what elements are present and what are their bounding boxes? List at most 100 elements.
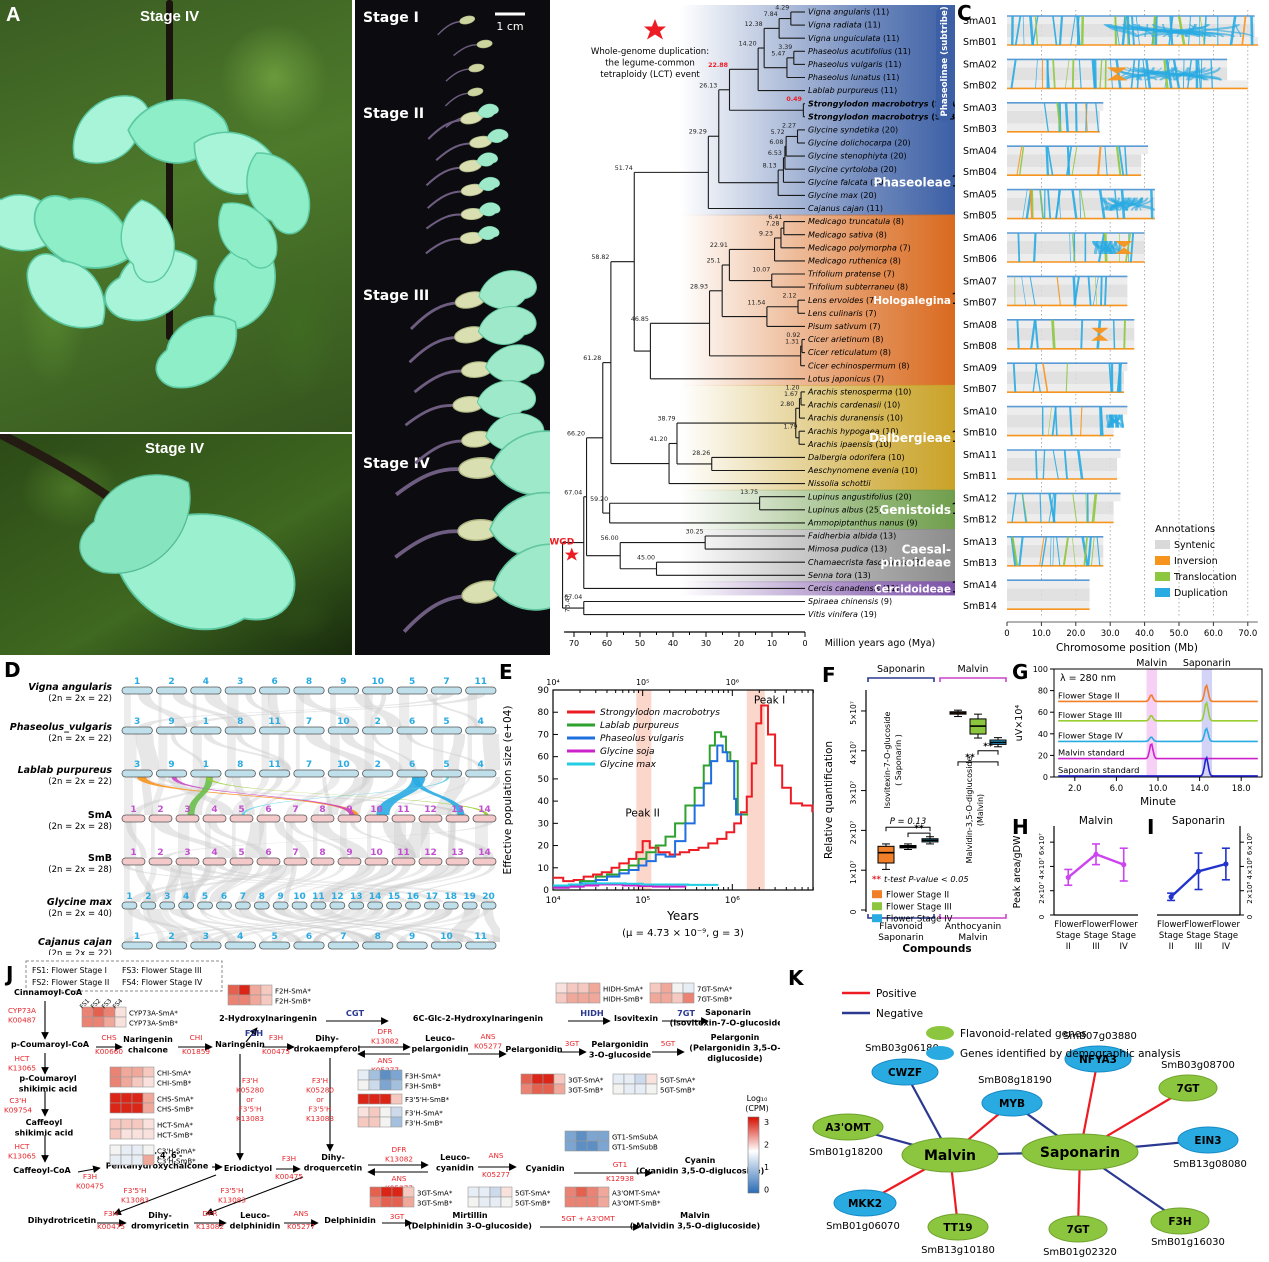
chromosome-number: 5 — [238, 848, 244, 858]
legend-item-label: Lablab purpureus — [600, 721, 679, 731]
wgd-annotation: Whole-genome duplication: — [591, 47, 709, 57]
species-label: Glycine max (20) — [808, 191, 877, 200]
chrom-label: SmB12 — [963, 514, 997, 525]
compound-rot-label: Malvidin-3,5-O-diglucoside — [965, 757, 974, 864]
flower-item — [445, 63, 485, 82]
chromosome-pair-SmA11 — [1007, 449, 1121, 480]
chromosome-number: 10 — [337, 717, 350, 727]
panel-letter-e: E — [499, 660, 513, 684]
x-tick-label: Stage — [1111, 931, 1136, 941]
compound-cyn: (Cyanidin 3,5-O-diglucoside) — [636, 1167, 764, 1176]
subtribe-label: Phaseolinae (subtribe) — [940, 6, 950, 116]
enzyme-label: K05280 — [306, 1086, 334, 1095]
species-label: Aeschynomene evenia (10) — [807, 466, 918, 475]
chart-title: Saponarin — [1172, 815, 1225, 827]
trace-flower-stage-ii — [1058, 683, 1258, 703]
peak-band — [636, 690, 652, 890]
x-tick-label: IV — [1222, 942, 1231, 952]
x-axis-label: Minute — [1140, 796, 1176, 808]
gene-node-malvin: Malvin — [901, 1137, 999, 1173]
heatmap-row-label: CHS-SmA* — [157, 1096, 194, 1104]
compound-dht: Dihydrotricetin — [28, 1216, 97, 1225]
species-name: Lablab purpureus — [18, 765, 113, 776]
heatmap-3gtsma: 3GT-SmA* 3GT-SmB* — [520, 1073, 604, 1095]
species-label: Strongylodon macrobotrys (SmA,14) — [808, 99, 955, 108]
jade-petal — [26, 253, 106, 329]
x-tick: 10⁶ — [725, 896, 740, 906]
panel-letter-c: C — [957, 1, 972, 25]
chrom-label: SmB11 — [963, 471, 997, 482]
heatmap-row-label: 5GT-SmA* — [660, 1077, 696, 1085]
species-label: Arachis hypogaea (10) — [807, 427, 899, 436]
species-label: Vitis vinifera (19) — [808, 610, 877, 619]
enzyme-label-blue: 7GT — [677, 1008, 695, 1018]
trace-flower-stage-iii — [1058, 700, 1258, 722]
y-tick: 40 — [538, 797, 550, 807]
heatmap-row-label: A3'OMT-SmA* — [612, 1190, 661, 1198]
enzyme-label: K05277 — [287, 1222, 315, 1231]
axis-tick: 60 — [602, 639, 612, 648]
chrom-label: SmA13 — [963, 537, 997, 548]
enzyme-label: ANS — [377, 1056, 392, 1065]
panel-letter-d: D — [4, 658, 21, 682]
heatmap-row-label: 5GT-SmA* — [515, 1190, 551, 1198]
gene-node-f3h: F3H — [1150, 1207, 1210, 1235]
chromosome-number: 4 — [183, 892, 189, 902]
series-glycine-max — [553, 882, 719, 887]
heatmap-row-label: CHS-SmB* — [157, 1106, 194, 1114]
compound-pgn: diglucoside) — [707, 1054, 762, 1063]
chromosome-number: 6 — [409, 760, 415, 770]
chromosome-number: 11 — [475, 932, 488, 942]
enzyme-label: K00487 — [8, 1016, 36, 1025]
y-tick: 20 — [1038, 751, 1048, 760]
enzyme-label: F3H — [269, 1033, 283, 1042]
peak-band — [746, 690, 765, 890]
panel-k-network: K Malvin Saponarin CWZF SmB03g06180 A3'OMT SmB… — [788, 966, 1247, 1258]
y-tick: 6×10⁸ — [1246, 833, 1254, 855]
stage-label: Stage IV — [140, 8, 200, 25]
enzyme-label: F3'H — [242, 1076, 258, 1085]
legend-item-label: Flower Stage IV — [886, 915, 953, 925]
heatmap-row-label: 7GT-SmA* — [697, 986, 733, 994]
wgd-star-icon — [564, 547, 579, 561]
heatmap-row-label: 3GT-SmB* — [417, 1200, 453, 1208]
species-label: Spiraea chinensis (9) — [808, 597, 892, 606]
annotation: Peak II — [625, 808, 659, 820]
boxplot-box — [877, 843, 895, 870]
axis-tick: 30.0 — [1101, 629, 1120, 639]
heatmap-5gtsma: 5GT-SmA* 5GT-SmB* — [467, 1186, 551, 1208]
flower-item — [425, 152, 498, 187]
ploidy-label: (2n = 2x = 28) — [48, 822, 112, 832]
chromosome-number: 11 — [475, 677, 488, 687]
species-label: Glycine dolichocarpa (20) — [808, 139, 911, 148]
enzyme-label: K00660 — [95, 1047, 123, 1056]
x-tick-top: 10⁶ — [726, 678, 739, 687]
enzyme-label: F3H — [83, 1172, 97, 1181]
enzyme-label: GT1 — [613, 1160, 628, 1169]
chromosome-number: 11 — [397, 848, 410, 858]
gene-node-myb: MYB — [981, 1089, 1043, 1117]
species-label: Vigna angularis (11) — [808, 8, 889, 17]
stage-label: Stage I — [363, 10, 419, 26]
flower-item — [408, 306, 537, 364]
gene-node-tt19: TT19 — [927, 1213, 989, 1241]
node-age-label: 30.25 — [686, 529, 704, 536]
species-label: Arachis stenosperma (10) — [807, 388, 911, 397]
enzyme-label: ANS — [480, 1032, 495, 1041]
chromosome-number: 2 — [375, 760, 381, 770]
node-age-label: 1.20 — [786, 384, 800, 391]
node-age-label: 38.79 — [657, 416, 675, 423]
flower-item — [453, 39, 493, 57]
panel-e-psmc: E 10⁴ 10⁴ 10⁵ 10⁵ 10⁶ 10⁶ 0 10 20 30 40 50 60 70 80 90 Ef… — [499, 660, 814, 939]
annotation: Peak I — [754, 694, 785, 706]
boxplot-box — [921, 836, 939, 845]
gray-ribbons — [122, 694, 500, 942]
group-label-bottom: Flavonoid — [879, 922, 922, 932]
node-label: Malvin — [924, 1148, 976, 1164]
species-label: Trifolium pratense (7) — [808, 270, 895, 279]
heatmap-row-label: F2H-SmA* — [275, 988, 311, 996]
flower-item — [409, 270, 537, 331]
compound-dhk: Dihy- — [315, 1034, 339, 1043]
compound-iso: Isovitexin — [614, 1014, 658, 1023]
